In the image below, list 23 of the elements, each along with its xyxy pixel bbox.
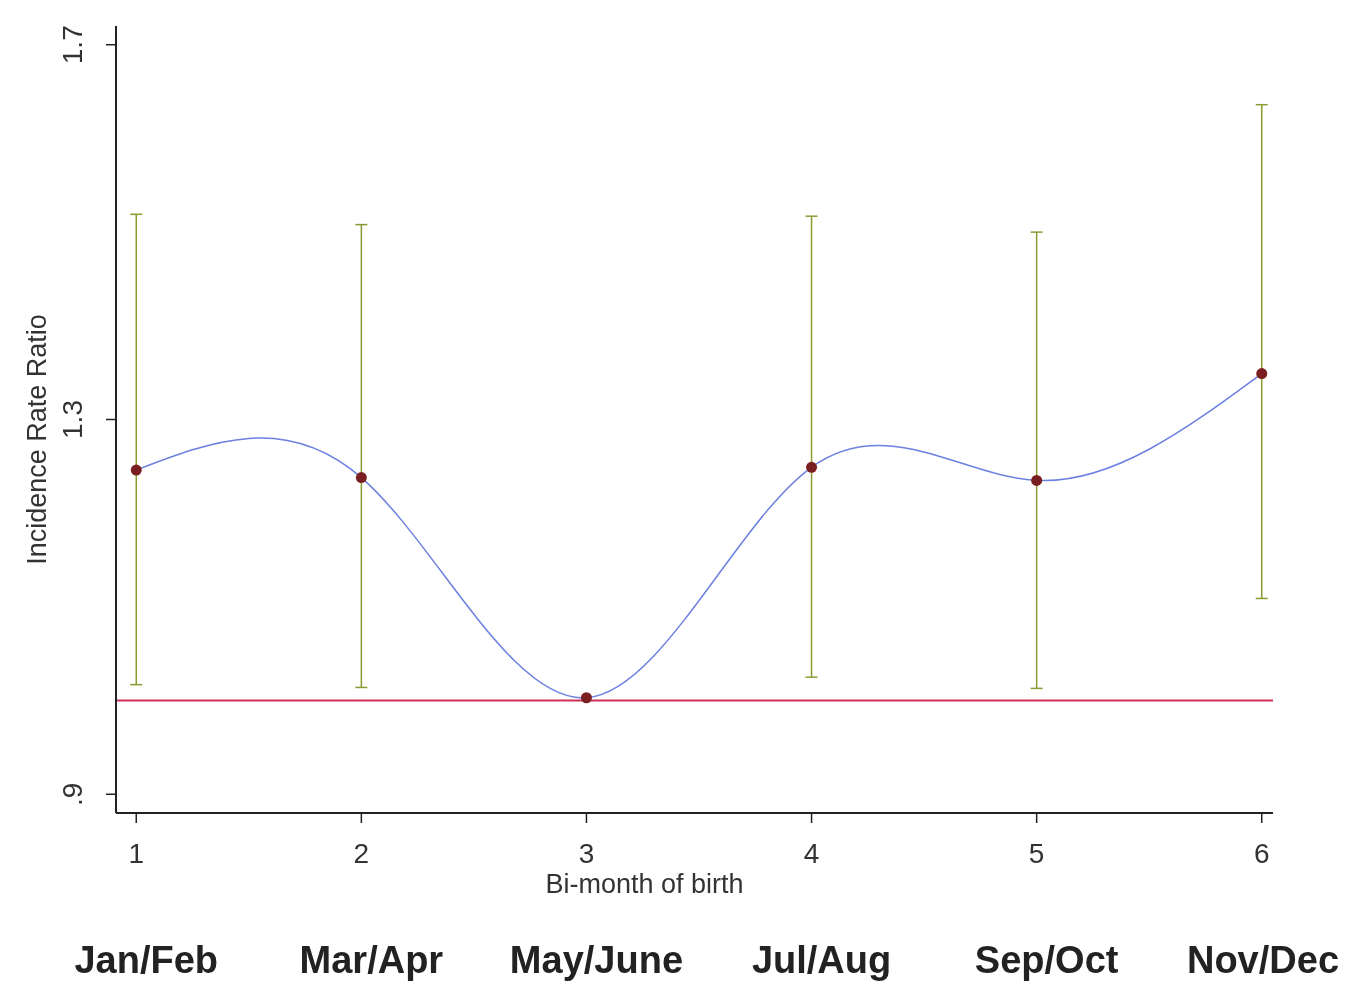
x-tick-label: 1 bbox=[128, 838, 145, 869]
point bbox=[355, 472, 367, 484]
x-axis-title: Bi-month of birth bbox=[545, 869, 744, 899]
point bbox=[806, 461, 818, 473]
x-tick-label: 6 bbox=[1253, 838, 1270, 869]
x-tick-label: 5 bbox=[1028, 838, 1045, 869]
y-axis-title: Incidence Rate Ratio bbox=[22, 314, 52, 565]
text: May/June bbox=[509, 939, 684, 981]
x-tick-label: 3 bbox=[578, 838, 595, 869]
x-tick-label: 2 bbox=[353, 838, 370, 869]
text: Jul/Aug bbox=[751, 939, 892, 981]
point bbox=[1031, 474, 1043, 486]
text: Sep/Oct bbox=[974, 939, 1119, 981]
y-tick-label: 1.7 bbox=[57, 25, 88, 65]
point bbox=[1256, 368, 1268, 380]
y-tick-label: .9 bbox=[57, 782, 88, 806]
x-tick-label: 4 bbox=[803, 838, 820, 869]
text: Mar/Apr bbox=[299, 939, 444, 981]
point bbox=[130, 464, 142, 476]
text: Jan/Feb bbox=[74, 939, 219, 981]
text: Nov/Dec bbox=[1186, 939, 1340, 981]
point bbox=[580, 692, 592, 704]
y-tick-label: 1.3 bbox=[57, 400, 88, 439]
